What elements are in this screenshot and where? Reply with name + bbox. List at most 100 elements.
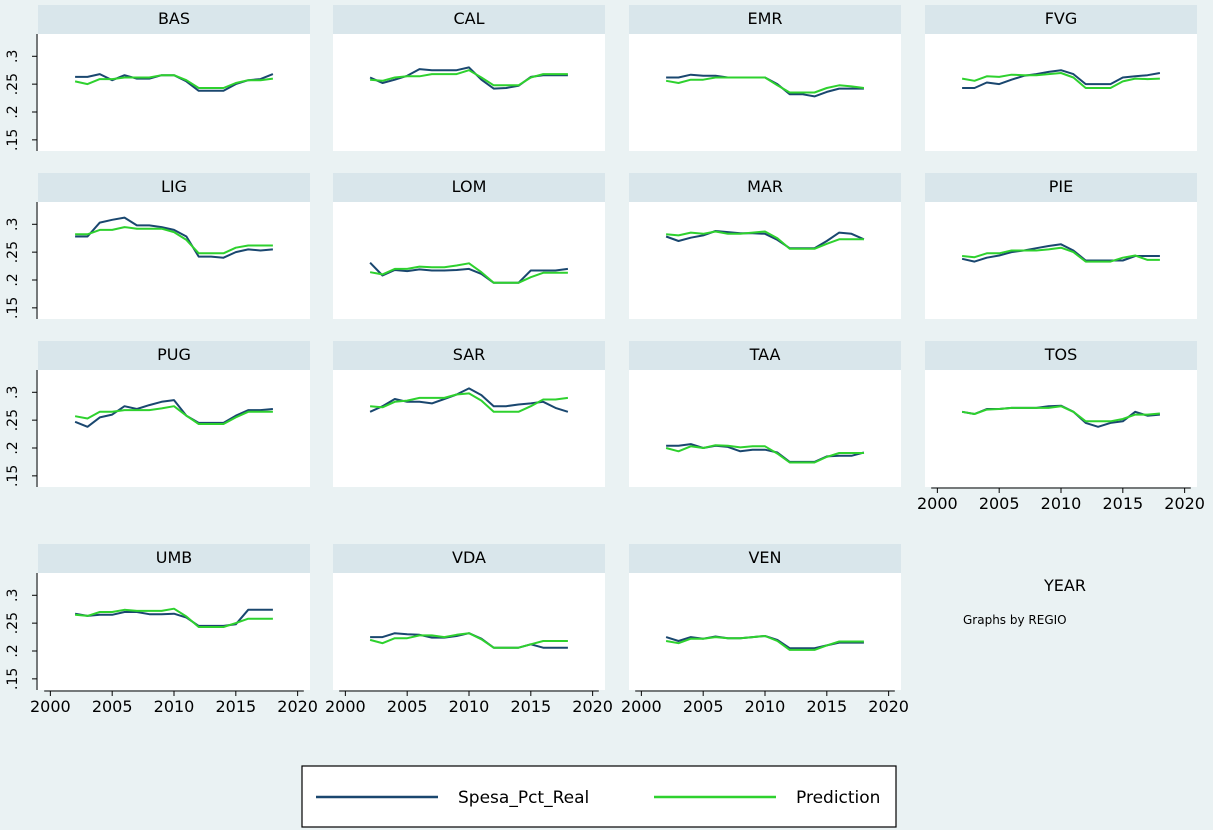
series-line-prediction bbox=[665, 635, 864, 651]
panel-title: SAR bbox=[453, 345, 486, 364]
legend-label-1: Prediction bbox=[796, 788, 880, 808]
panel-title: TAA bbox=[749, 345, 781, 364]
legend-label-0: Spesa_Pct_Real bbox=[458, 788, 589, 808]
panel-header bbox=[629, 341, 901, 370]
plot-area bbox=[629, 202, 901, 319]
plot-area bbox=[629, 370, 901, 487]
panel-title: BAS bbox=[158, 9, 190, 28]
series-line-spesa-pct-real bbox=[369, 262, 569, 284]
legend-box bbox=[301, 765, 897, 828]
plot-area bbox=[333, 202, 605, 319]
panel-header bbox=[38, 544, 310, 573]
panel-sar: SAR bbox=[333, 341, 605, 487]
panel-taa: TAA bbox=[629, 341, 901, 487]
y-tick-label: .2 bbox=[5, 105, 21, 118]
x-tick-label: 2010 bbox=[449, 697, 490, 716]
panel-header bbox=[333, 341, 605, 370]
series-line-prediction bbox=[962, 246, 1160, 263]
series-line-spesa-pct-real bbox=[75, 216, 273, 259]
panel-header bbox=[38, 173, 310, 202]
plot-area bbox=[925, 370, 1197, 487]
series-line-prediction bbox=[665, 76, 865, 94]
panel-pug: PUG .15 .2 .25 .3 bbox=[5, 341, 310, 487]
y-tick-label: .15 bbox=[5, 668, 21, 690]
plot-area bbox=[333, 34, 605, 151]
panel-title: MAR bbox=[747, 177, 783, 196]
x-tick-label: 2010 bbox=[154, 697, 195, 716]
x-tick-label: 2000 bbox=[917, 494, 958, 513]
panel-header bbox=[925, 5, 1197, 34]
x-tick-label: 2010 bbox=[1041, 494, 1082, 513]
panel-title: UMB bbox=[156, 548, 193, 567]
small-multiples-grid: BAS .15 .2 .25 .3 CAL EMR FVG LIG .15 .2 .25 .3 LOM MA… bbox=[5, 5, 1205, 716]
y-tick-label: .2 bbox=[5, 644, 21, 657]
x-tick-label: 2005 bbox=[683, 697, 724, 716]
panel-mar: MAR bbox=[629, 173, 901, 319]
x-tick-label: 2015 bbox=[510, 697, 551, 716]
y-tick-label: .3 bbox=[5, 218, 21, 231]
x-tick-label: 2020 bbox=[572, 697, 613, 716]
x-tick-label: 2000 bbox=[621, 697, 662, 716]
panel-umb: UMB .15 .2 .25 .3 2000 2005 2010 2015 2020 bbox=[5, 544, 318, 716]
series-line-spesa-pct-real bbox=[74, 399, 273, 428]
x-tick-label: 2020 bbox=[868, 697, 909, 716]
panel-lig: LIG .15 .2 .25 .3 bbox=[5, 173, 310, 319]
y-tick-label: .25 bbox=[5, 241, 21, 263]
x-tick-label: 2000 bbox=[30, 697, 71, 716]
panel-fvg: FVG bbox=[925, 5, 1197, 151]
x-tick-label: 2010 bbox=[745, 697, 786, 716]
panel-header bbox=[629, 5, 901, 34]
series-line-spesa-pct-real bbox=[962, 69, 1161, 89]
series-line-spesa-pct-real bbox=[74, 608, 273, 627]
panel-title: FVG bbox=[1045, 9, 1078, 28]
panel-title: PIE bbox=[1049, 177, 1073, 196]
y-tick-label: .15 bbox=[5, 465, 21, 487]
panel-title: VEN bbox=[748, 548, 781, 567]
legend: Spesa_Pct_Real Prediction bbox=[301, 765, 897, 828]
series-line-prediction bbox=[369, 632, 568, 649]
panel-lom: LOM bbox=[333, 173, 605, 319]
y-tick-label: .15 bbox=[5, 129, 21, 151]
x-tick-label: 2015 bbox=[215, 697, 256, 716]
panel-header bbox=[629, 544, 901, 573]
x-tick-label: 2020 bbox=[1164, 494, 1205, 513]
panel-vda: VDA 2000 2005 2010 2015 2020 bbox=[325, 544, 613, 716]
panel-header bbox=[925, 173, 1197, 202]
series-line-prediction bbox=[75, 226, 273, 255]
plot-area bbox=[38, 370, 310, 487]
series-line-prediction bbox=[961, 72, 1160, 89]
x-tick-label: 2015 bbox=[806, 697, 847, 716]
plot-area bbox=[38, 34, 310, 151]
panel-bas: BAS .15 .2 .25 .3 bbox=[5, 5, 310, 151]
y-tick-label: .2 bbox=[5, 441, 21, 454]
panel-header bbox=[629, 173, 901, 202]
x-axis-title: YEAR bbox=[1043, 576, 1086, 595]
x-tick-label: 2000 bbox=[325, 697, 366, 716]
y-tick-label: .25 bbox=[5, 612, 21, 634]
panel-pie: PIE bbox=[925, 173, 1197, 319]
panel-title: VDA bbox=[452, 548, 486, 567]
panel-ven: VEN 2000 2005 2010 2015 2020 bbox=[621, 544, 909, 716]
panel-title: EMR bbox=[747, 9, 782, 28]
y-tick-label: .3 bbox=[5, 589, 21, 602]
y-tick-label: .3 bbox=[5, 50, 21, 63]
plot-area bbox=[925, 34, 1197, 151]
x-tick-label: 2005 bbox=[979, 494, 1020, 513]
y-tick-label: .25 bbox=[5, 409, 21, 431]
series-line-prediction bbox=[665, 444, 864, 464]
y-tick-label: .25 bbox=[5, 73, 21, 95]
panel-cal: CAL bbox=[333, 5, 605, 151]
panel-title: TOS bbox=[1044, 345, 1078, 364]
plot-area bbox=[333, 573, 605, 690]
series-line-prediction bbox=[370, 69, 568, 87]
panel-title: PUG bbox=[157, 345, 191, 364]
graphs-by-note: Graphs by REGIO bbox=[963, 613, 1067, 627]
x-tick-label: 2005 bbox=[387, 697, 428, 716]
series-line-prediction bbox=[370, 392, 569, 413]
plot-area bbox=[629, 573, 901, 690]
panel-header bbox=[333, 544, 605, 573]
panel-header bbox=[333, 5, 605, 34]
x-tick-label: 2015 bbox=[1102, 494, 1143, 513]
series-line-prediction bbox=[75, 607, 273, 628]
